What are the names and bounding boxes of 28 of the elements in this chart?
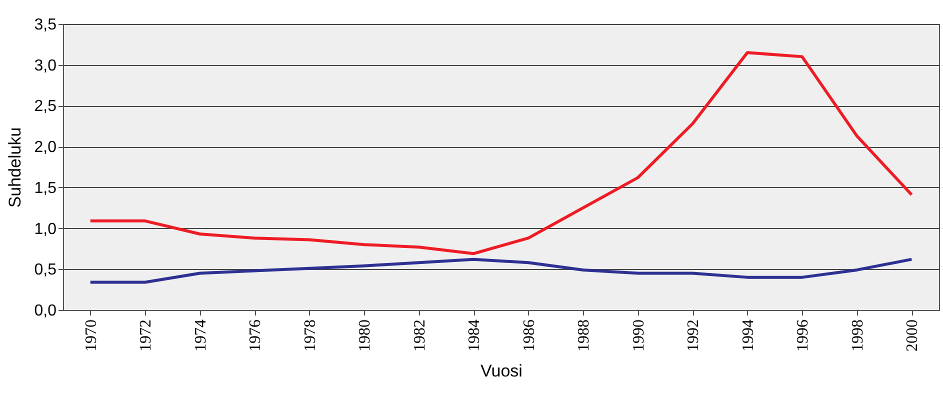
x-tick-label: 1970	[82, 320, 100, 352]
x-tick-label: 1976	[247, 320, 264, 352]
y-axis-title: Suhdeluku	[5, 127, 24, 208]
x-tick-label: 1992	[685, 320, 702, 352]
x-tick-label: 1982	[411, 320, 428, 352]
y-tick-label: 1,0	[34, 220, 57, 238]
y-tick-label: 2,0	[34, 139, 57, 156]
x-tick-label: 2000	[904, 320, 922, 352]
y-tick-label: 1,5	[34, 180, 57, 197]
x-axis-title: Vuosi	[480, 362, 522, 380]
y-tick-label: 2,5	[34, 98, 57, 116]
x-tick-label: 1978	[302, 320, 319, 352]
y-tick-label: 3,0	[34, 57, 57, 74]
line-series	[88, 51, 914, 256]
x-tick-label: 1974	[192, 320, 210, 352]
x-tick-label: 1996	[794, 320, 812, 352]
x-tick-label: 1998	[849, 320, 866, 352]
x-tick-label: 1988	[576, 320, 593, 352]
x-tick-label: 1986	[520, 320, 538, 352]
y-tick-label: 0,0	[34, 302, 57, 320]
y-tick-label: 0,5	[34, 262, 57, 279]
x-tick-label: 1994	[740, 320, 757, 352]
x-tick-label: 1972	[138, 320, 155, 352]
x-tick-label: 1984	[466, 320, 484, 352]
x-tick-label: 1980	[356, 320, 374, 352]
x-tick-label: 1990	[630, 320, 648, 352]
line-series	[88, 258, 914, 284]
y-tick-label: 3,5	[34, 16, 57, 34]
